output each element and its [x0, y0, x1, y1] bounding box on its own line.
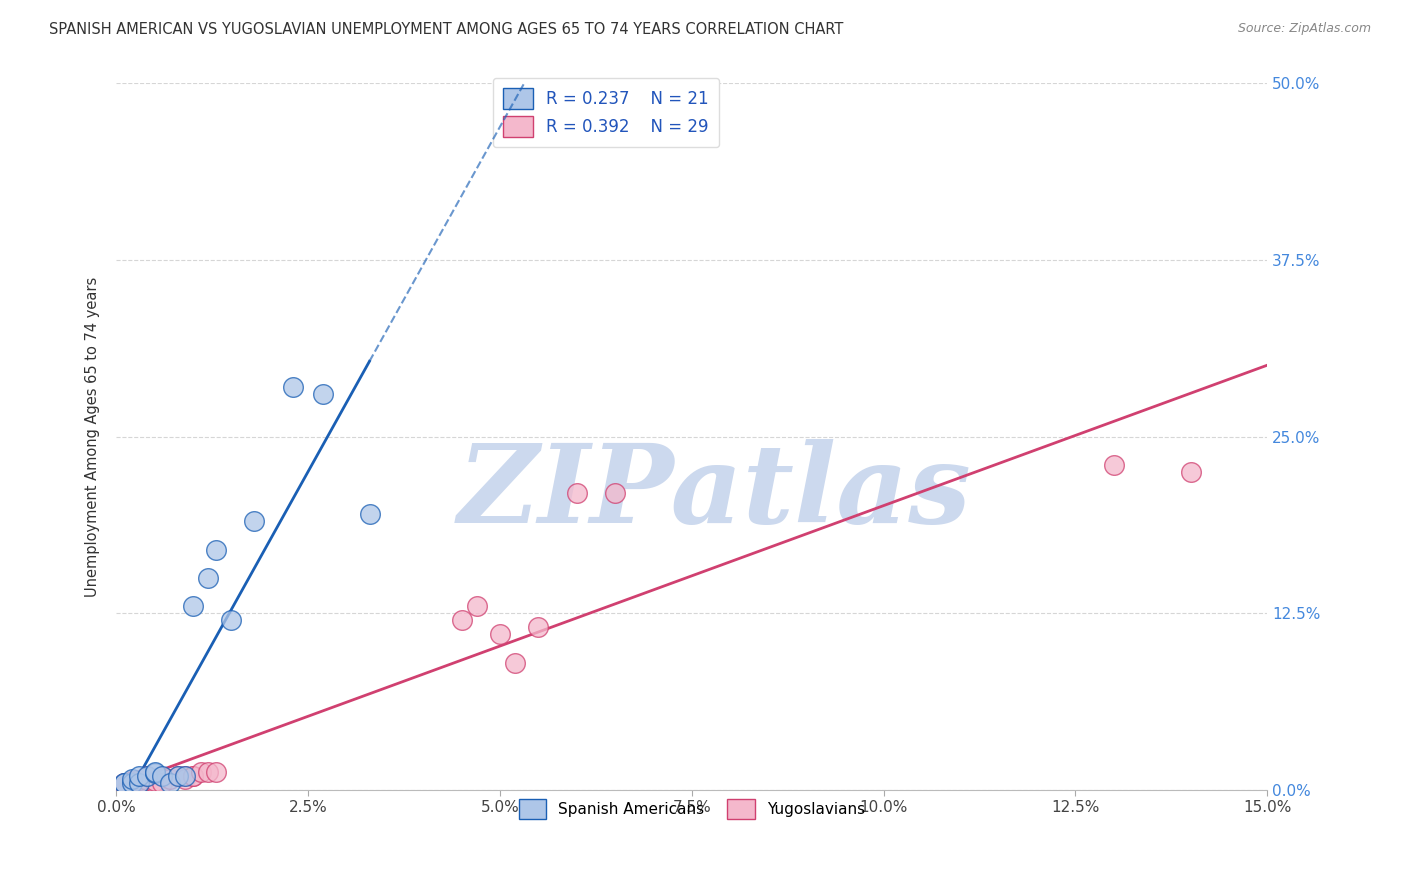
Point — [527, 620, 550, 634]
Point — [197, 571, 219, 585]
Point — [128, 772, 150, 787]
Point — [174, 769, 197, 783]
Legend: Spanish Americans, Yugoslavians: Spanish Americans, Yugoslavians — [512, 793, 872, 825]
Point — [312, 387, 335, 401]
Point — [128, 769, 150, 783]
Point — [143, 766, 166, 780]
Point — [181, 599, 204, 614]
Point — [166, 769, 188, 783]
Point — [112, 779, 135, 793]
Point — [205, 764, 228, 779]
Point — [221, 613, 243, 627]
Point — [465, 599, 488, 614]
Point — [121, 776, 143, 790]
Point — [112, 776, 135, 790]
Point — [450, 613, 472, 627]
Point — [143, 774, 166, 789]
Point — [174, 772, 197, 786]
Y-axis label: Unemployment Among Ages 65 to 74 years: Unemployment Among Ages 65 to 74 years — [86, 277, 100, 597]
Point — [565, 486, 588, 500]
Point — [121, 774, 143, 789]
Point — [359, 508, 381, 522]
Point — [112, 776, 135, 790]
Point — [143, 776, 166, 790]
Point — [190, 764, 212, 779]
Point — [603, 486, 626, 500]
Point — [197, 764, 219, 779]
Point — [243, 515, 266, 529]
Point — [166, 769, 188, 783]
Point — [1180, 465, 1202, 479]
Text: SPANISH AMERICAN VS YUGOSLAVIAN UNEMPLOYMENT AMONG AGES 65 TO 74 YEARS CORRELATI: SPANISH AMERICAN VS YUGOSLAVIAN UNEMPLOY… — [49, 22, 844, 37]
Point — [174, 769, 197, 783]
Point — [121, 776, 143, 790]
Point — [505, 656, 527, 670]
Point — [1102, 458, 1125, 472]
Point — [150, 769, 173, 783]
Point — [143, 764, 166, 779]
Point — [150, 776, 173, 790]
Point — [112, 776, 135, 790]
Point — [128, 776, 150, 790]
Point — [281, 380, 304, 394]
Point — [181, 769, 204, 783]
Point — [128, 776, 150, 790]
Text: ZIPatlas: ZIPatlas — [458, 440, 972, 547]
Point — [181, 769, 204, 783]
Point — [136, 772, 159, 787]
Point — [159, 776, 181, 790]
Text: Source: ZipAtlas.com: Source: ZipAtlas.com — [1237, 22, 1371, 36]
Point — [489, 627, 512, 641]
Point — [136, 769, 159, 783]
Point — [121, 772, 143, 786]
Point — [159, 772, 181, 786]
Point — [136, 769, 159, 783]
Point — [205, 542, 228, 557]
